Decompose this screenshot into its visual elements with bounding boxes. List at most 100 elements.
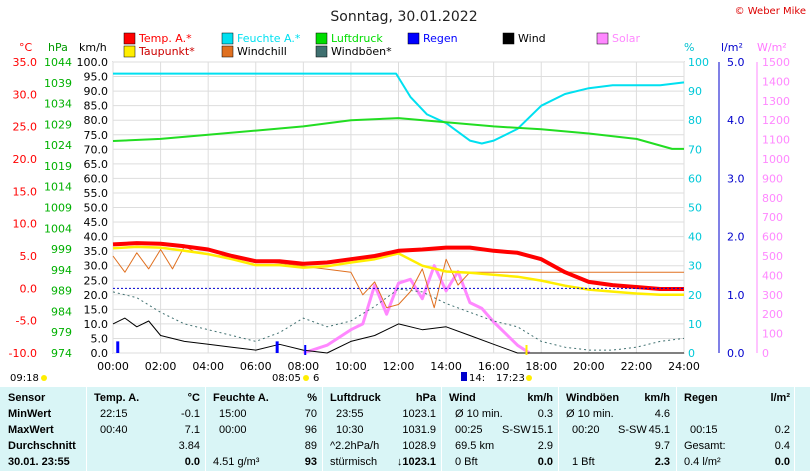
pressure-tick: 1044 [44, 56, 72, 69]
sunrise-label: 08:05 [272, 373, 301, 384]
wind-tick: 75.0 [84, 129, 109, 142]
pressure-tick: 984 [51, 305, 72, 318]
gust-max-dir: S-SW [618, 424, 647, 436]
wind-now: 0.0 [537, 456, 553, 468]
marker-count-label: 6 [313, 373, 319, 384]
wind-tick: 45.0 [84, 216, 109, 229]
pressure-tick: 1039 [44, 77, 72, 90]
row-now-label: 30.01. 23:55 [8, 456, 70, 468]
legend-label: Regen [423, 32, 458, 45]
wind-tick: 60.0 [84, 172, 109, 185]
legend-label: Windböen* [331, 45, 392, 58]
x-tick: 06:00 [240, 360, 272, 373]
temp-tick: 0.0 [20, 282, 38, 295]
sunset-label: 17:23 [496, 373, 525, 384]
solar-tick: 100 [762, 328, 783, 341]
series-temp-a [112, 241, 684, 291]
pressure-tick: 989 [51, 285, 72, 298]
pressure-tick: 994 [51, 264, 72, 277]
series [112, 72, 685, 355]
legend-label: Feuchte A.* [237, 32, 301, 45]
legend-swatch [596, 32, 609, 45]
series-wind [112, 317, 684, 354]
hum-min: 70 [304, 408, 317, 420]
humidity-tick: 70 [688, 143, 702, 156]
header-rain: Regen [684, 392, 718, 404]
press-max-time: 10:30 [336, 424, 364, 436]
legend-label: Luftdruck [331, 32, 383, 45]
wind-tick: 0.0 [91, 347, 109, 360]
wind-min-label: Ø 10 min. [455, 408, 503, 420]
solar-tick: 1200 [762, 114, 790, 127]
rain-tick: 1.0 [727, 289, 745, 302]
pressure-tick: 974 [51, 347, 72, 360]
temp-tick: 25.0 [13, 121, 38, 134]
wind-avg: 2.9 [537, 440, 553, 452]
series-feuchte-a [113, 72, 685, 145]
header-press: Luftdruck [330, 392, 381, 404]
humidity-tick: 90 [688, 85, 702, 98]
x-tick: 22:00 [621, 360, 653, 373]
header-temp-unit: °C [187, 392, 200, 404]
wind-max-dir: S-SW [502, 424, 531, 436]
solar-tick: 700 [762, 211, 783, 224]
wind-tick: 55.0 [84, 187, 109, 200]
wind-tick: 20.0 [84, 289, 109, 302]
hum-avg: 89 [304, 440, 317, 452]
solar-tick: 1400 [762, 75, 790, 88]
header-sensor: Sensor [8, 392, 46, 404]
legend-swatch [123, 32, 136, 45]
rain-max: 0.2 [774, 424, 790, 436]
humidity-tick: 80 [688, 114, 702, 127]
wind-tick: 90.0 [84, 85, 109, 98]
legend-label: Wind [518, 32, 546, 45]
x-tick: 24:00 [668, 360, 700, 373]
temp-now: 0.0 [184, 456, 200, 468]
press-now: ↓1023.1 [396, 456, 436, 468]
humidity-tick: 20 [688, 289, 702, 302]
temp-min-time: 22:15 [100, 408, 128, 420]
legend-label: Windchill [237, 45, 287, 58]
wind-max: 15.1 [531, 424, 553, 436]
legend-swatch [221, 32, 234, 45]
legend-swatch [502, 32, 515, 45]
rain-tick: 5.0 [727, 56, 745, 69]
humidity-tick: 50 [688, 202, 702, 215]
legend-swatch [221, 45, 234, 58]
legend-label: Taupunkt* [138, 45, 195, 58]
temp-tick: 10.0 [13, 218, 38, 231]
header-press-unit: hPa [415, 392, 436, 404]
press-max: 1031.9 [402, 424, 436, 436]
series-solar [302, 264, 531, 355]
header-hum-unit: % [307, 392, 317, 404]
hum-min-time: 15:00 [219, 408, 247, 420]
wind-tick: 15.0 [84, 303, 109, 316]
header-gust-unit: km/h [644, 392, 670, 404]
x-tick: 20:00 [573, 360, 605, 373]
hum-abs: 4.51 g/m³ [213, 456, 260, 468]
hum-now: 93 [304, 456, 317, 468]
rain-tick: 2.0 [727, 231, 745, 244]
x-tick: 08:00 [287, 360, 319, 373]
marker-dot [526, 375, 532, 381]
wind-axis-unit: km/h [79, 41, 107, 54]
gust-bft: 1 Bft [572, 456, 595, 468]
solar-noon-icon [461, 372, 467, 381]
chart-title: Sonntag, 30.01.2022 [330, 9, 477, 25]
temp-tick: 35.0 [13, 56, 38, 69]
wind-tick: 85.0 [84, 100, 109, 113]
copyright-text: © Weber Mike [735, 6, 806, 17]
wind-tick: 95.0 [84, 71, 109, 84]
legend-swatch [315, 32, 328, 45]
temp-tick: 15.0 [13, 185, 38, 198]
legend-swatch [123, 45, 136, 58]
pressure-tick: 979 [51, 326, 72, 339]
humidity-tick: 60 [688, 172, 702, 185]
wind-min: 0.3 [537, 408, 553, 420]
x-tick: 16:00 [478, 360, 510, 373]
rain-tick: 0.0 [727, 347, 745, 360]
header-wind: Wind [449, 392, 476, 404]
temp-min: -0.1 [181, 408, 200, 420]
wind-tick: 80.0 [84, 114, 109, 127]
solar-tick: 1300 [762, 95, 790, 108]
